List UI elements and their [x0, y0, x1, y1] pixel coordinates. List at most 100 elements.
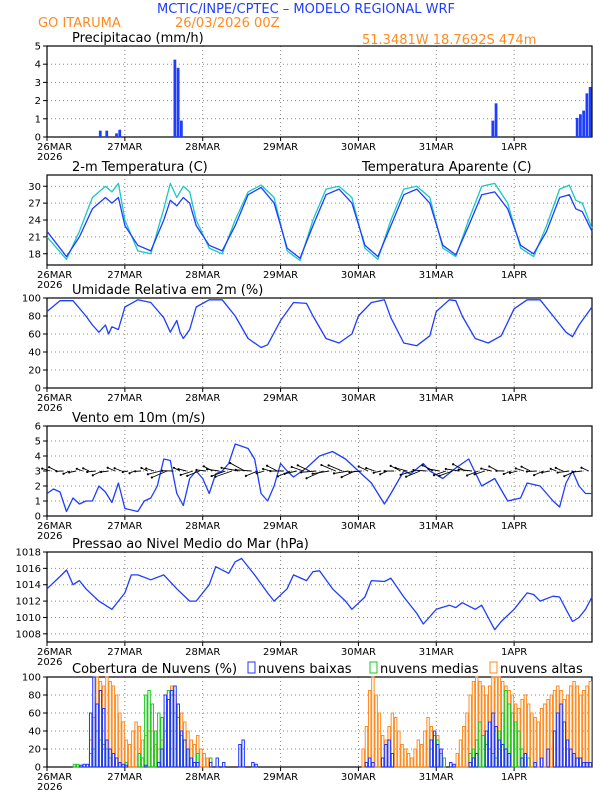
y-tick-label: 4 [35, 452, 41, 463]
cloud-bar-medium [526, 757, 531, 768]
x-tick-label: 30MAR [341, 521, 376, 532]
wind-arrow [542, 470, 550, 473]
wind-arrow [245, 470, 259, 477]
wind-arrow [358, 466, 369, 472]
series-line-secondary [46, 182, 593, 262]
cloud-bar-high [118, 712, 122, 768]
panel-temp: 18 21 24 27 30 26MAR 27MAR 28MAR 29MAR 30MAR 31MAR… [28, 160, 593, 291]
x-tick-label: 27MAR [107, 772, 142, 783]
x-tick-label: 31MAR [419, 521, 454, 532]
wind-arrow-head [473, 473, 476, 476]
x-tick-label: 26MAR [37, 647, 72, 658]
run-date-label: 26/03/2026 00Z [175, 16, 280, 31]
x-tick-label: 30MAR [341, 647, 376, 658]
cloud-bar-high [199, 748, 203, 768]
wind-arrow-head [300, 471, 303, 474]
wind-arrow [433, 470, 447, 476]
cloud-bar-high [371, 676, 375, 768]
wind-arrow [428, 468, 440, 472]
wind-arrow [301, 470, 317, 473]
cloud-bar-low [384, 744, 388, 768]
wind-arrow-head [195, 468, 198, 472]
y-tick-label: 40 [28, 727, 41, 738]
cloud-bar-high [588, 681, 592, 768]
precip-bar [582, 110, 586, 137]
cloud-bar-high [536, 721, 541, 768]
wind-arrow-head [457, 468, 460, 471]
wind-arrow-head [205, 468, 209, 471]
wind-arrow [266, 465, 278, 472]
cloud-bar-low [367, 757, 372, 768]
y-tick-label: 0 [35, 384, 41, 395]
cloud-bar-low [500, 744, 505, 768]
y-tick-label: 0 [35, 512, 41, 523]
wind-arrow [573, 470, 583, 473]
wind-arrow-head [305, 477, 308, 480]
x-tick-label: 28MAR [185, 772, 220, 783]
cloud-bar-low [523, 753, 528, 768]
wind-arrow-head [438, 474, 441, 477]
cloud-bar-low [144, 764, 148, 768]
x-tick-label: 28MAR [185, 393, 220, 404]
wind-arrow [187, 470, 200, 477]
cloud-bar-high [406, 753, 411, 768]
wind-arrow-head [172, 466, 176, 469]
cloud-bar-low [186, 748, 190, 768]
y-tick-label: 40 [28, 348, 41, 359]
x-tick-label: 27MAR [107, 521, 142, 532]
wind-arrow-head [383, 469, 386, 473]
wind-arrow [557, 470, 570, 473]
wind-arrow-head [229, 461, 232, 465]
precip-bar [98, 130, 102, 137]
series-line-main [46, 557, 593, 631]
cloud-bar-low [439, 748, 443, 768]
wind-arrow-head [480, 467, 483, 470]
wind-arrow-head [488, 465, 491, 468]
cloud-bar-high [413, 748, 417, 768]
panel-rh: 0 20 40 60 80 100 26MAR 27MAR 28MAR 29MAR 30MAR 31M… [22, 283, 593, 414]
wind-arrow [373, 470, 382, 474]
cloud-bar-low [588, 762, 592, 768]
cloud-bar-high [121, 721, 125, 768]
cloud-bar-low [238, 744, 242, 768]
y-tick-label: 20 [28, 745, 41, 756]
wind-arrow [180, 470, 194, 476]
y-tick-label: 1012 [16, 597, 41, 608]
cloud-bar-low [364, 762, 369, 768]
wind-arrow-head [379, 473, 382, 476]
precip-bar [575, 117, 579, 137]
x-tick-label: 29MAR [263, 393, 298, 404]
panel-wind: 0 1 2 3 4 5 6 26MAR 27MAR 28MAR 29MAR 30MAR 31MAR 1AP… [35, 411, 593, 542]
wind-arrow-head [452, 463, 455, 466]
wind-arrow-head [432, 474, 436, 477]
wind-arrow [114, 467, 122, 472]
y-tick-label: 0 [35, 763, 41, 774]
x-tick-label: 1APR [501, 521, 527, 532]
cloud-bar-low [241, 739, 245, 768]
cloud-bar-low [183, 739, 187, 768]
x-tick-label: 1APR [501, 647, 527, 658]
cloud-bar-low [546, 748, 550, 768]
cloud-bar-low [105, 739, 109, 768]
cloud-bar-high [533, 717, 537, 768]
precip-bar [491, 120, 495, 137]
y-tick-label: 80 [28, 691, 41, 702]
wind-arrow [526, 470, 537, 473]
x-year-label: 2026 [37, 403, 62, 414]
wind-arrow [349, 470, 362, 473]
cloud-bar-medium [75, 763, 80, 768]
x-tick-label: 27MAR [107, 142, 142, 153]
legend-apparent-temp: Temperatura Aparente (C) [361, 160, 532, 175]
wind-arrow-head [99, 470, 103, 474]
x-tick-label: 1APR [501, 772, 527, 783]
wind-arrow-head [82, 467, 85, 470]
y-tick-label: 1 [35, 497, 41, 508]
wind-arrow [100, 470, 109, 473]
wind-arrow-head [262, 467, 265, 471]
y-tick-label: 24 [28, 216, 41, 227]
wind-arrow [405, 470, 421, 478]
precip-bar [115, 133, 118, 137]
wind-arrow-head [296, 464, 299, 467]
y-tick-label: 18 [28, 249, 41, 260]
wind-arrow [297, 464, 310, 472]
